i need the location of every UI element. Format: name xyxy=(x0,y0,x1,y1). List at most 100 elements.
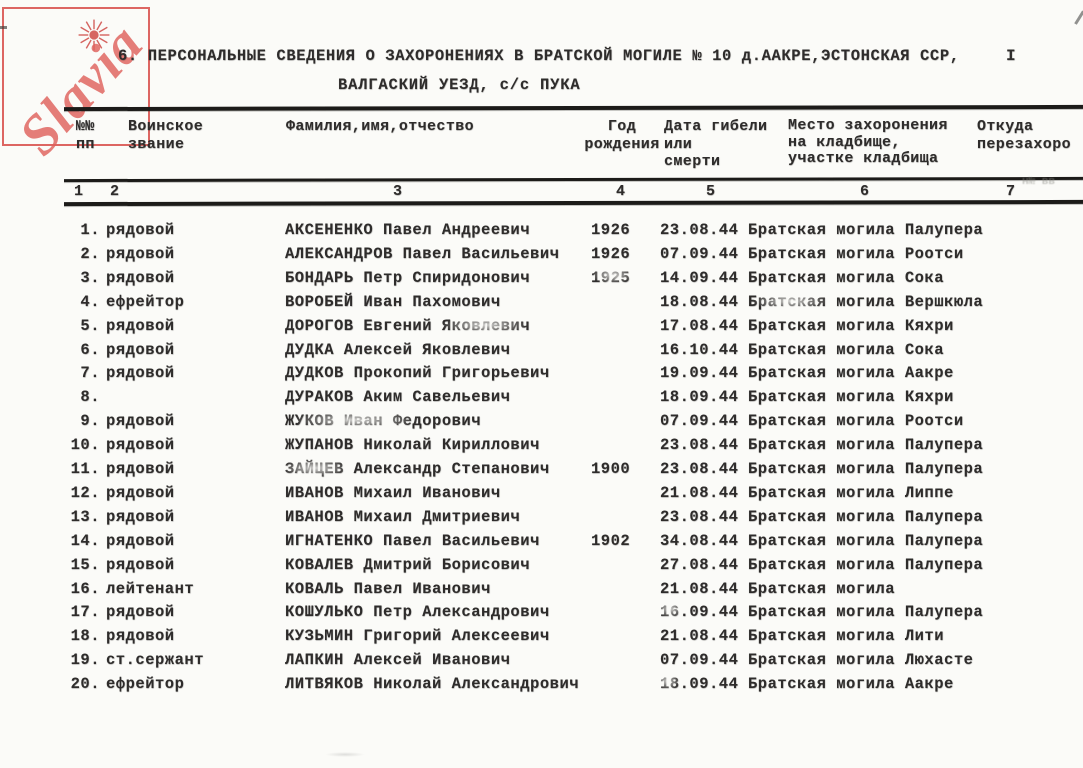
row-year: 1900 xyxy=(591,460,631,478)
row-name: КОВАЛЬ Павел Иванович xyxy=(285,579,491,598)
table-row: 16. лейтенант КОВАЛЬ Павел Иванович 21.08.4… xyxy=(0,580,1083,601)
row-place: Братская могила Палупера xyxy=(748,555,984,574)
row-rank: рядовой xyxy=(106,436,175,455)
row-num: 13. xyxy=(70,507,100,526)
scan-artifact xyxy=(1073,10,1083,25)
row-year: 1925 xyxy=(591,268,631,287)
row-rank: рядовой xyxy=(106,221,175,239)
row-name: ДОРОГОВ Евгений Яковлевич xyxy=(285,316,531,335)
row-place: Братская могила Палупера xyxy=(748,507,984,526)
row-date: 18.09.44 xyxy=(660,388,739,407)
column-header-rank: Воинское звание xyxy=(128,118,204,153)
row-num: 4. xyxy=(80,292,100,311)
row-date: 21.08.44 xyxy=(660,579,739,598)
horizontal-rule xyxy=(63,176,1083,183)
column-number: 5 xyxy=(706,183,716,200)
row-place: Братская могила Сока xyxy=(748,268,945,287)
column-header-death-date: Дата гибели или смерти xyxy=(664,118,768,170)
row-place: Братская могила Аакре xyxy=(748,675,954,694)
row-place: Братская могила Роотси xyxy=(748,412,964,431)
row-name: БОНДАРЬ Петр Спиридонович xyxy=(285,268,531,287)
row-date: 18.08.44 xyxy=(660,292,739,311)
row-rank: рядовой xyxy=(106,555,175,574)
table-row: 3. рядовой БОНДАРЬ Петр Спиридонович 1925 14… xyxy=(0,269,1083,290)
row-num: 3. xyxy=(80,268,100,287)
row-place: Братская могила Липпе xyxy=(748,483,954,502)
row-date: 27.08.44 xyxy=(660,555,739,574)
row-name: ЛИТВЯКОВ Николай Александрович xyxy=(285,675,580,694)
row-rank: ефрейтор xyxy=(106,292,185,311)
row-place: Братская могила xyxy=(748,579,896,598)
row-name: КОВАЛЕВ Дмитрий Борисович xyxy=(285,555,531,574)
row-rank: рядовой xyxy=(106,268,175,287)
row-num: 6. xyxy=(80,340,100,359)
column-header-reburied-from: Откуда перезахоро xyxy=(977,118,1072,153)
column-header-burial-place: Место захоронения на кладбище, участке кла… xyxy=(788,117,948,167)
row-place: Братская могила Палупера xyxy=(748,531,984,550)
row-date: 07.09.44 xyxy=(660,651,739,670)
row-name: АКСЕНЕНКО Павел Андреевич xyxy=(285,221,531,239)
row-date: 23.08.44 xyxy=(660,460,739,478)
table-row: 9. рядовой ЖУКОВ Иван Федорович 07.09.44 Бра… xyxy=(0,412,1083,433)
row-name: АЛЕКСАНДРОВ Павел Васильевич xyxy=(285,244,560,263)
page-number: I xyxy=(1006,47,1017,65)
row-place: Братская могила Сока xyxy=(748,340,945,359)
row-num: 2. xyxy=(80,244,100,263)
row-rank: рядовой xyxy=(106,340,175,359)
row-num: 7. xyxy=(80,364,100,383)
row-rank: ст.сержант xyxy=(106,651,205,670)
row-place: Братская могила Палупера xyxy=(748,436,984,455)
row-place: Братская могила Кяхри xyxy=(748,388,954,407)
row-name: ИГНАТЕНКО Павел Васильевич xyxy=(285,531,540,550)
row-place: Братская могила Палупера xyxy=(748,460,984,478)
table-row: 13. рядовой ИВАНОВ Михаил Дмитриевич 23.08.… xyxy=(0,508,1083,529)
document-title-line2: ВАЛГАСКИЙ УЕЗД, с/с ПУКА xyxy=(338,76,581,94)
row-num: 18. xyxy=(70,627,100,646)
table-row: 4. ефрейтор ВОРОБЕЙ Иван Пахомович 18.08.44… xyxy=(0,293,1083,314)
row-num: 1. xyxy=(80,221,100,239)
row-name: ДУРАКОВ Аким Савельевич xyxy=(285,388,511,407)
row-date: 07.09.44 xyxy=(660,412,739,431)
column-number: 4 xyxy=(616,183,626,200)
row-num: 12. xyxy=(70,483,100,502)
row-name: ЛАПКИН Алексей Иванович xyxy=(285,651,511,670)
column-number: 2 xyxy=(110,183,120,200)
row-name: ИВАНОВ Михаил Дмитриевич xyxy=(285,507,521,526)
row-rank: рядовой xyxy=(106,460,175,478)
row-name: КУЗЬМИН Григорий Алексеевич xyxy=(285,627,550,646)
column-number: 6 xyxy=(860,183,870,200)
row-num: 16. xyxy=(70,579,100,598)
row-num: 11. xyxy=(70,460,100,478)
row-place: Братская могила Вершкюла xyxy=(748,292,984,311)
horizontal-rule xyxy=(63,104,1083,111)
row-date: 18.09.44 xyxy=(660,675,739,694)
row-date: 23.08.44 xyxy=(660,221,739,239)
column-number: 1 xyxy=(74,183,84,200)
row-place: Братская могила Палупера xyxy=(748,221,984,239)
table-row: 20. ефрейтор ЛИТВЯКОВ Николай Александрови… xyxy=(0,675,1083,696)
row-place: Братская могила Палупера xyxy=(748,603,984,622)
table-row: 1. рядовой АКСЕНЕНКО Павел Андреевич 1926 23… xyxy=(0,221,1083,242)
column-header-num: №№ пп xyxy=(76,118,95,153)
row-rank: лейтенант xyxy=(106,579,195,598)
row-date: 23.08.44 xyxy=(660,507,739,526)
row-place: Братская могила Люхасте xyxy=(748,651,974,670)
row-date: 07.09.44 xyxy=(660,244,739,263)
row-date: 16.10.44 xyxy=(660,340,739,359)
row-num: 15. xyxy=(70,555,100,574)
row-rank: рядовой xyxy=(106,627,175,646)
row-rank: рядовой xyxy=(106,244,175,263)
row-place: Братская могила Лити xyxy=(748,627,945,646)
row-rank: рядовой xyxy=(106,531,175,550)
row-name: ДУДКА Алексей Яковлевич xyxy=(285,340,511,359)
watermark-frame: Slavia xyxy=(2,7,155,167)
row-rank: рядовой xyxy=(106,603,175,622)
row-name: ИВАНОВ Михаил Иванович xyxy=(285,483,501,502)
row-date: 21.08.44 xyxy=(660,483,739,502)
row-rank: рядовой xyxy=(106,316,175,335)
row-num: 5. xyxy=(80,316,100,335)
row-date: 16.09.44 xyxy=(660,603,739,622)
row-date: 14.09.44 xyxy=(660,268,739,287)
table-row: 19. ст.сержант ЛАПКИН Алексей Иванович 07.0… xyxy=(0,651,1083,672)
column-header-birth-year: Год рождения xyxy=(584,118,660,153)
